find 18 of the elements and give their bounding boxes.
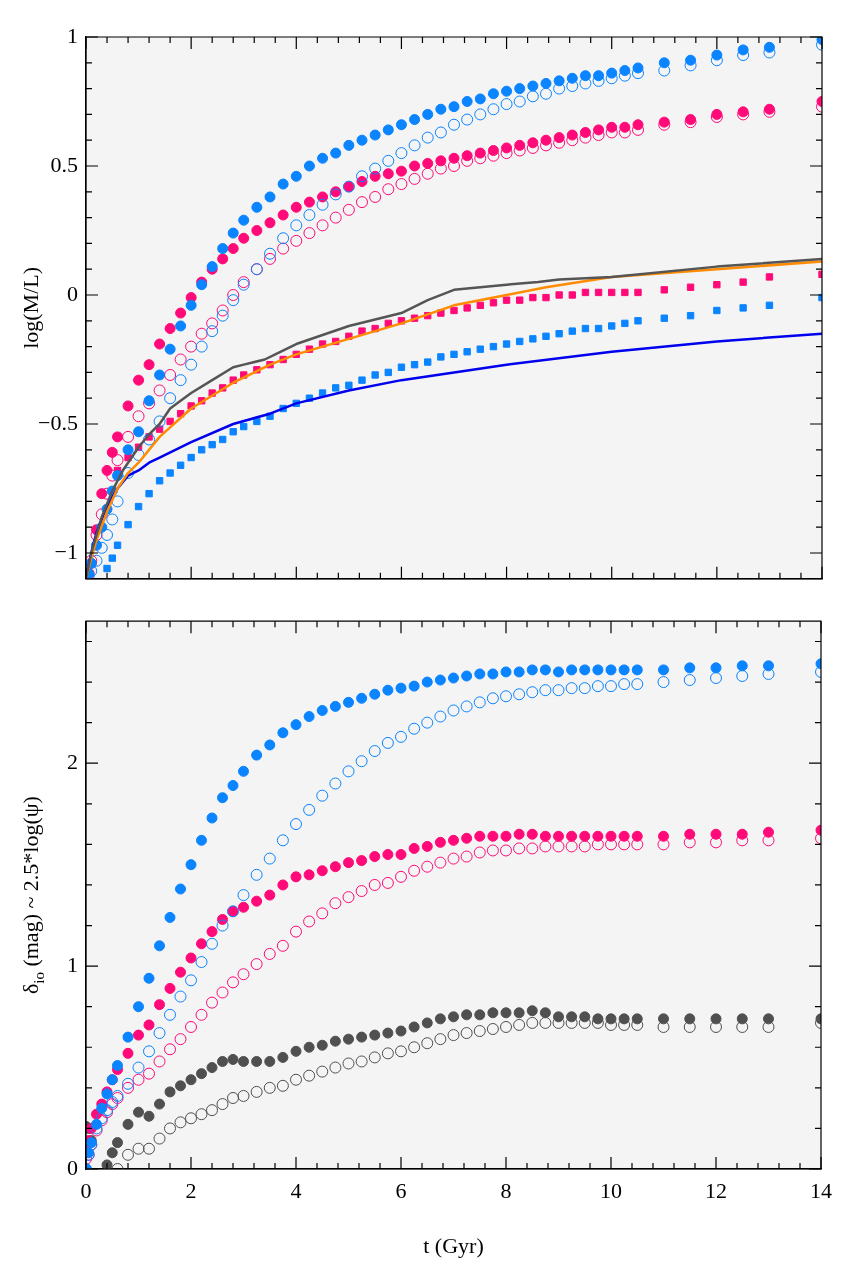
y-tick-label: 1 xyxy=(67,951,78,977)
x-tick-label: 10 xyxy=(600,1177,622,1203)
y-tick-label: 0.5 xyxy=(50,151,78,177)
y-tick-label: −0.5 xyxy=(38,409,78,435)
x-tick-label: 4 xyxy=(290,1177,302,1203)
y-axis-title: δio (mag) ~ 2.5*log(ψ) xyxy=(17,796,47,995)
x-tick-label: 6 xyxy=(395,1177,407,1203)
y-axis-title: log(M/L) xyxy=(17,266,43,349)
x-tick-label: 2 xyxy=(185,1177,197,1203)
y-tick-label: −1 xyxy=(54,538,78,564)
y-tick-label: 1 xyxy=(67,22,78,48)
y-tick-label: 2 xyxy=(67,749,78,774)
y-tick-label: 0 xyxy=(67,1154,78,1180)
x-axis-title: t (Gyr) xyxy=(423,1232,484,1258)
x-tick-label: 12 xyxy=(705,1177,727,1203)
x-tick-label: 8 xyxy=(500,1177,512,1203)
x-tick-label: 14 xyxy=(810,1177,832,1203)
y-tick-label: 0 xyxy=(67,280,78,306)
